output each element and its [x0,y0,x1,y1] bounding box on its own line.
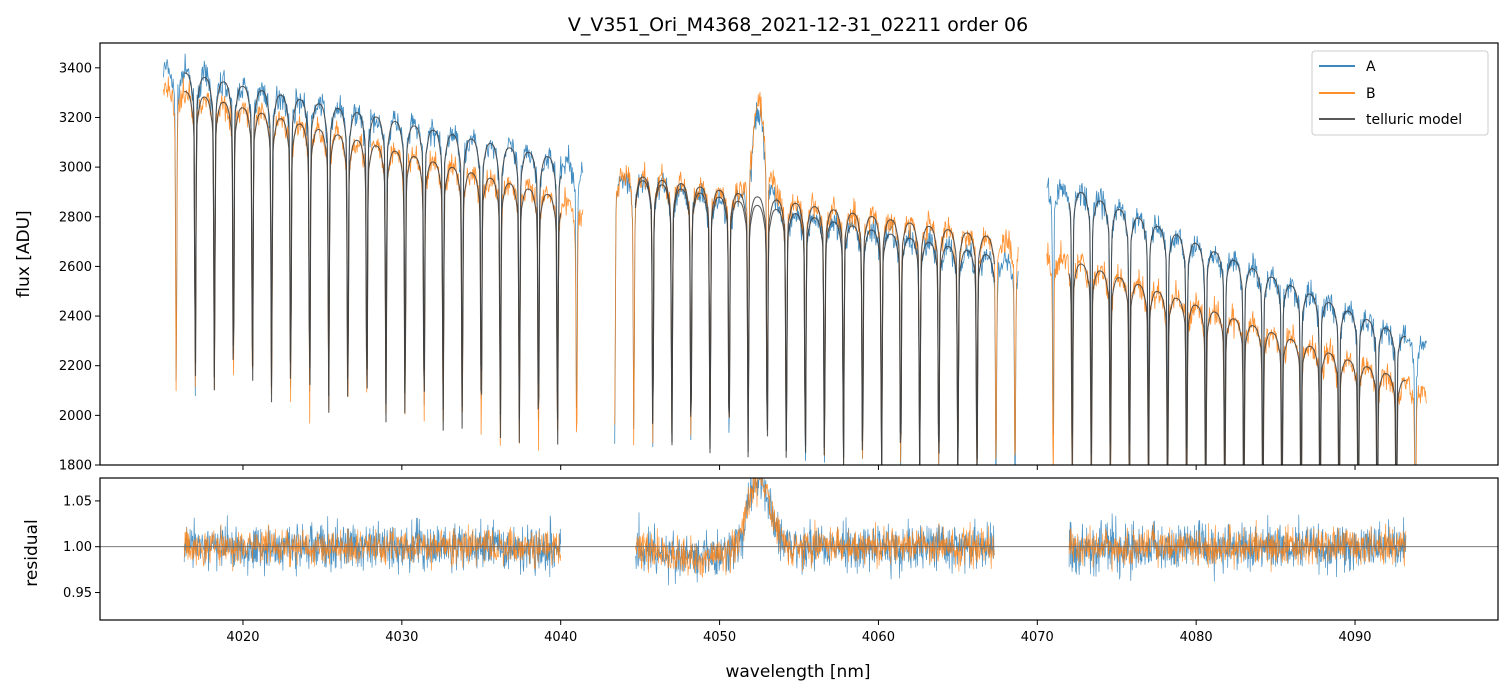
flux-ytick-label: 2200 [59,359,92,374]
flux-panel-frame [99,42,1499,466]
x-axis-label: wavelength [nm] [725,662,870,682]
telluric-model-b-segment-2 [634,176,995,465]
residual-series-group [100,478,1498,586]
residual-b-segment-1 [183,524,562,572]
flux-x-ticks [242,465,1356,470]
flux-panel: 1800 2000 2200 2400 2600 2800 3000 3200 3400 flu… [14,42,1499,474]
flux-series-group [163,53,1427,465]
xtick-label: 4080 [1180,630,1213,645]
telluric-model-a-segment-1 [184,72,562,420]
xtick-label: 4030 [385,630,418,645]
flux-ytick-label: 2400 [59,310,92,325]
flux-ytick-label: 3000 [59,161,92,176]
series-b-segment-2 [614,92,1019,465]
flux-ytick-label: 3200 [59,111,92,126]
flux-y-axis-label: flux [ADU] [14,210,34,297]
flux-ytick-label: 2800 [59,210,92,225]
residual-panel-frame [99,477,1499,621]
legend-label-a: A [1366,59,1376,75]
legend-label-telluric: telluric model [1366,112,1462,128]
legend: A B telluric model [1311,50,1489,136]
xtick-label: 4070 [1021,630,1054,645]
flux-y-ticks: 1800 2000 2200 2400 2600 2800 3000 3200 3400 [59,61,100,474]
xtick-label: 4040 [544,630,577,645]
xtick-label: 4050 [703,630,736,645]
residual-y-ticks: 0.95 1.00 1.05 [63,494,100,601]
flux-ytick-label: 3400 [59,61,92,76]
legend-label-b: B [1366,86,1376,102]
flux-ytick-label: 2000 [59,409,92,424]
flux-ytick-label: 1800 [59,459,92,474]
series-b-segment-1 [163,76,584,451]
residual-ytick-label: 1.05 [63,494,92,509]
xtick-label: 4090 [1338,630,1371,645]
xtick-label: 4020 [226,630,259,645]
flux-ytick-label: 2600 [59,260,92,275]
chart-title: V_V351_Ori_M4368_2021-12-31_02211 order … [568,14,1028,36]
legend-box [1311,50,1489,136]
residual-x-ticks: 4020 4030 4040 4050 4060 4070 4080 4090 [226,620,1372,645]
residual-b-segment-2 [635,478,995,578]
residual-ytick-label: 0.95 [63,586,92,601]
telluric-model-a-segment-3 [1068,191,1407,465]
residual-y-axis-label: residual [22,519,42,586]
residual-ytick-label: 1.00 [63,540,92,555]
telluric-model-b-segment-1 [184,91,562,445]
telluric-model-a-segment-2 [634,180,995,465]
xtick-label: 4060 [862,630,895,645]
telluric-model-b-segment-3 [1068,263,1406,465]
residual-panel: 0.95 1.00 1.05 4020 4030 4040 4050 4060 4070 408… [22,477,1499,682]
residual-b-segment-3 [1068,519,1407,573]
